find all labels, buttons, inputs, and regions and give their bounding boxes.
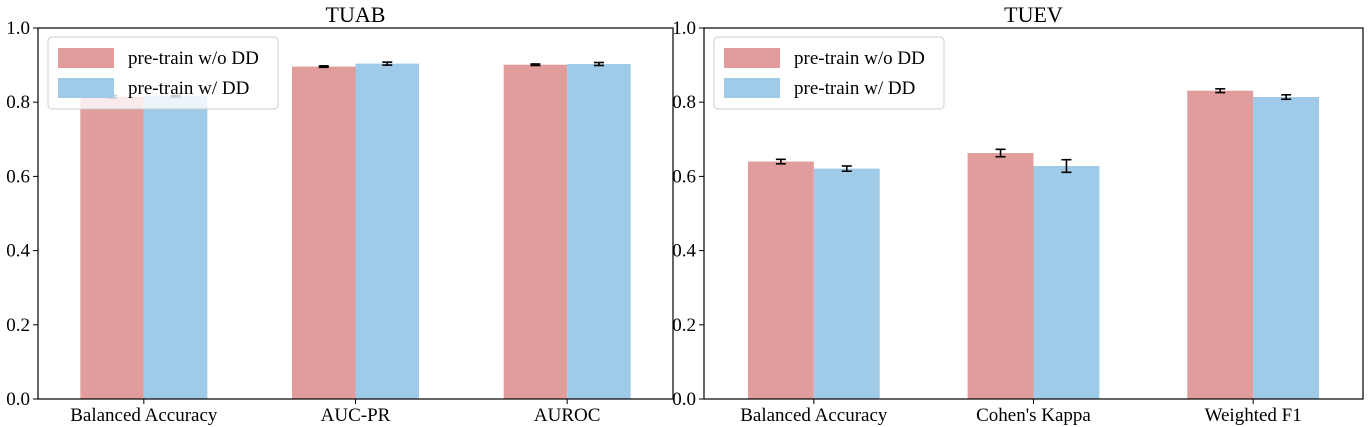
tuab-legend-label-0: pre-train w/o DD: [128, 48, 259, 69]
tuev-errorbar-wo-dd-2: [1215, 88, 1226, 94]
tuab-ytick-label-2: 0.4: [6, 241, 30, 262]
tuev-bar-wo-dd-0: [747, 161, 814, 399]
tuev-bar-w-dd-2: [1253, 97, 1320, 400]
tuev-bar-wo-dd-1: [967, 153, 1034, 399]
tuab-ytick-label-5: 1.0: [6, 18, 30, 39]
tuev-xtick-label-2: Weighted F1: [1205, 405, 1302, 426]
tuab-xtick-label-2: AUROC: [534, 405, 601, 426]
tuev-errorbar-wo-dd-0: [775, 158, 786, 165]
tuev-errorbar-wo-dd-1: [995, 148, 1006, 158]
tuev-errorbar-w-dd-2: [1281, 93, 1292, 101]
tuev-legend-swatch-1: [724, 78, 780, 98]
tuev-ytick-label-0: 0.0: [672, 389, 696, 410]
tuev-axes-frame: [703, 27, 1364, 400]
tuab-errorbar-wo-dd-2: [530, 63, 541, 67]
tuev-ytick-label-4: 0.8: [672, 92, 696, 113]
tuab-ytick-label-1: 0.2: [6, 315, 30, 336]
tuab-bar-wo-dd-1: [292, 66, 356, 400]
tuab-panel: TUAB Balanced Accuracy AUC-PR AUROC 0.0 0.2 0.…: [6, 2, 674, 426]
tuab-legend-swatch-0: [58, 48, 114, 68]
tuab-errorbar-w-dd-1: [382, 61, 393, 66]
tuev-ytick-label-2: 0.4: [672, 241, 696, 262]
tuab-legend-label-1: pre-train w/ DD: [128, 78, 249, 99]
tuab-bar-wo-dd-2: [503, 64, 568, 399]
tuev-ytick-label-3: 0.6: [672, 166, 696, 187]
tuab-ytick-label-4: 0.8: [6, 92, 30, 113]
tuab-axes-frame: [37, 27, 674, 400]
tuab-bar-wo-dd-0: [80, 96, 144, 399]
tuab-bar-w-dd-1: [355, 63, 419, 400]
tuev-errorbar-w-dd-0: [841, 165, 852, 173]
tuab-bar-w-dd-2: [567, 63, 631, 399]
tuev-bar-wo-dd-2: [1187, 90, 1254, 399]
tuev-xtick-label-0: Balanced Accuracy: [740, 405, 888, 426]
tuab-title: TUAB: [326, 2, 386, 27]
tuab-errorbar-w-dd-2: [593, 61, 604, 67]
tuab-errorbar-wo-dd-1: [318, 65, 329, 69]
tuev-legend-label-1: pre-train w/ DD: [794, 78, 915, 99]
tuab-ytick-label-0: 0.0: [6, 389, 30, 410]
tuab-ytick-label-3: 0.6: [6, 166, 30, 187]
tuab-xtick-label-0: Balanced Accuracy: [70, 405, 218, 426]
tuev-panel: TUEV Balanced Accuracy Cohen's Kappa Weight…: [672, 2, 1364, 426]
tuev-errorbar-w-dd-1: [1061, 158, 1072, 174]
tuev-bar-w-dd-0: [813, 168, 880, 399]
tuev-legend-swatch-0: [724, 48, 780, 68]
tuev-title: TUEV: [1004, 2, 1063, 27]
tuev-bar-w-dd-1: [1033, 166, 1100, 399]
tuab-legend: pre-train w/o DD pre-train w/ DD: [47, 36, 279, 110]
tuab-legend-swatch-1: [58, 78, 114, 98]
tuev-xtick-label-1: Cohen's Kappa: [976, 405, 1091, 426]
tuev-legend: pre-train w/o DD pre-train w/ DD: [713, 36, 945, 110]
tuev-legend-label-0: pre-train w/o DD: [794, 48, 925, 69]
tuev-ytick-label-5: 1.0: [672, 18, 696, 39]
tuab-bar-w-dd-0: [143, 96, 208, 399]
tuab-xtick-label-1: AUC-PR: [321, 405, 391, 426]
tuev-ytick-label-1: 0.2: [672, 315, 696, 336]
